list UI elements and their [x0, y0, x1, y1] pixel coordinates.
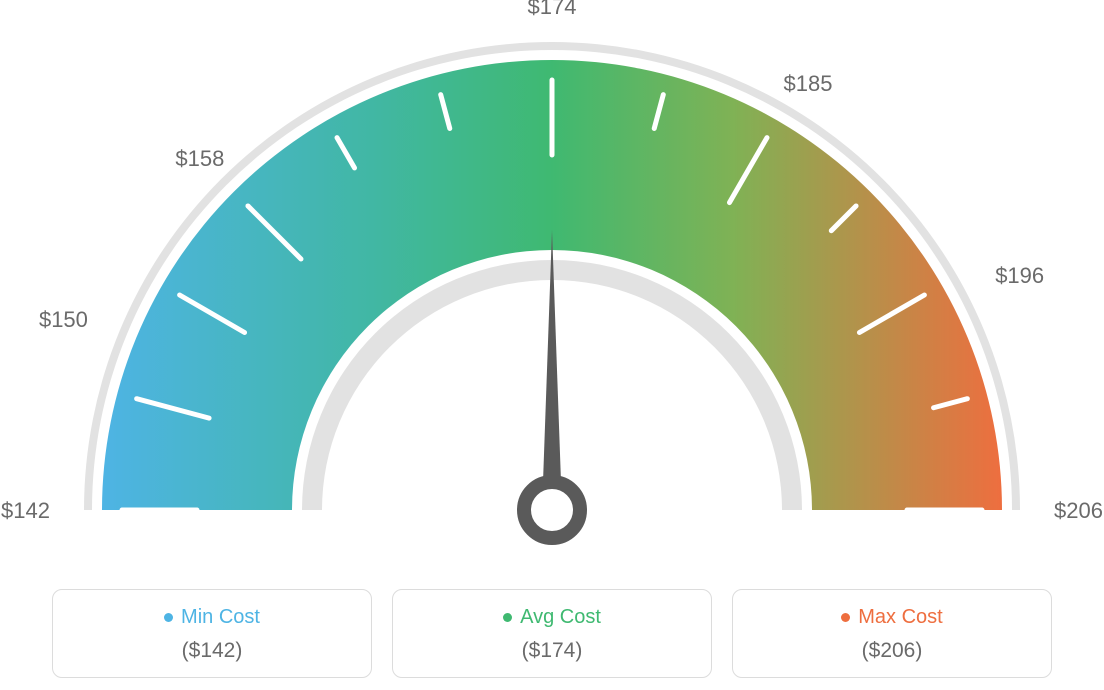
- gauge-area: $142 $150 $158 $174 $185 $196 $206: [0, 0, 1104, 570]
- legend-min-label: Min Cost: [181, 606, 260, 629]
- gauge-chart-container: $142 $150 $158 $174 $185 $196 $206 Min Cost ($…: [0, 0, 1104, 690]
- dot-icon: [841, 613, 850, 622]
- legend-avg-value: ($174): [403, 639, 701, 663]
- legend-card-avg: Avg Cost ($174): [392, 589, 712, 678]
- gauge-tick-label: $185: [784, 71, 833, 97]
- gauge-tick-label: $206: [1054, 498, 1103, 524]
- gauge-tick-label: $158: [175, 146, 224, 172]
- legend-card-max: Max Cost ($206): [732, 589, 1052, 678]
- legend-card-min: Min Cost ($142): [52, 589, 372, 678]
- dot-icon: [164, 613, 173, 622]
- gauge-svg: [52, 10, 1052, 570]
- gauge-tick-label: $174: [528, 0, 577, 20]
- legend-max-title: Max Cost: [841, 606, 942, 629]
- legend-max-value: ($206): [743, 639, 1041, 663]
- legend-avg-title: Avg Cost: [503, 606, 601, 629]
- gauge-tick-label: $150: [39, 307, 88, 333]
- legend-max-label: Max Cost: [858, 606, 942, 629]
- dot-icon: [503, 613, 512, 622]
- legend-min-title: Min Cost: [164, 606, 260, 629]
- gauge-tick-label: $196: [995, 263, 1044, 289]
- gauge-tick-label: $142: [1, 498, 50, 524]
- legend-avg-label: Avg Cost: [520, 606, 601, 629]
- legend-min-value: ($142): [63, 639, 361, 663]
- legend-row: Min Cost ($142) Avg Cost ($174) Max Cost…: [52, 589, 1052, 678]
